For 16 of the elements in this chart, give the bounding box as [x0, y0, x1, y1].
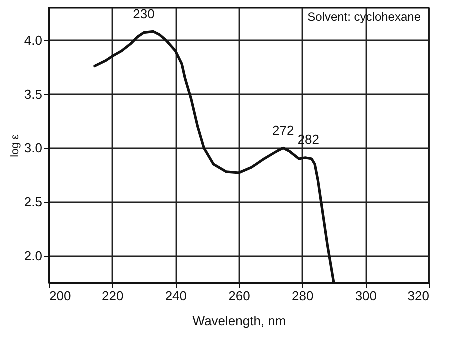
annotation: 230	[133, 6, 155, 22]
x-tick-label: 280	[292, 288, 314, 304]
annotation: 272	[272, 123, 294, 138]
x-tick-label: 220	[102, 288, 124, 304]
x-tick-label: 260	[228, 288, 250, 304]
y-tick-label: 3.0	[24, 140, 42, 156]
y-tick-label: 2.0	[24, 248, 42, 264]
x-axis-title: Wavelength, nm	[192, 314, 286, 328]
x-tick-label: 240	[165, 288, 188, 304]
x-tick-label: 300	[355, 288, 378, 304]
y-tick-label: 3.5	[24, 86, 42, 102]
y-axis-title: log ε	[9, 134, 22, 158]
y-tick-label: 2.5	[24, 194, 42, 210]
x-tick-label: 200	[50, 288, 72, 304]
x-tick-label: 320	[408, 288, 430, 304]
y-tick-label: 4.0	[24, 32, 42, 48]
